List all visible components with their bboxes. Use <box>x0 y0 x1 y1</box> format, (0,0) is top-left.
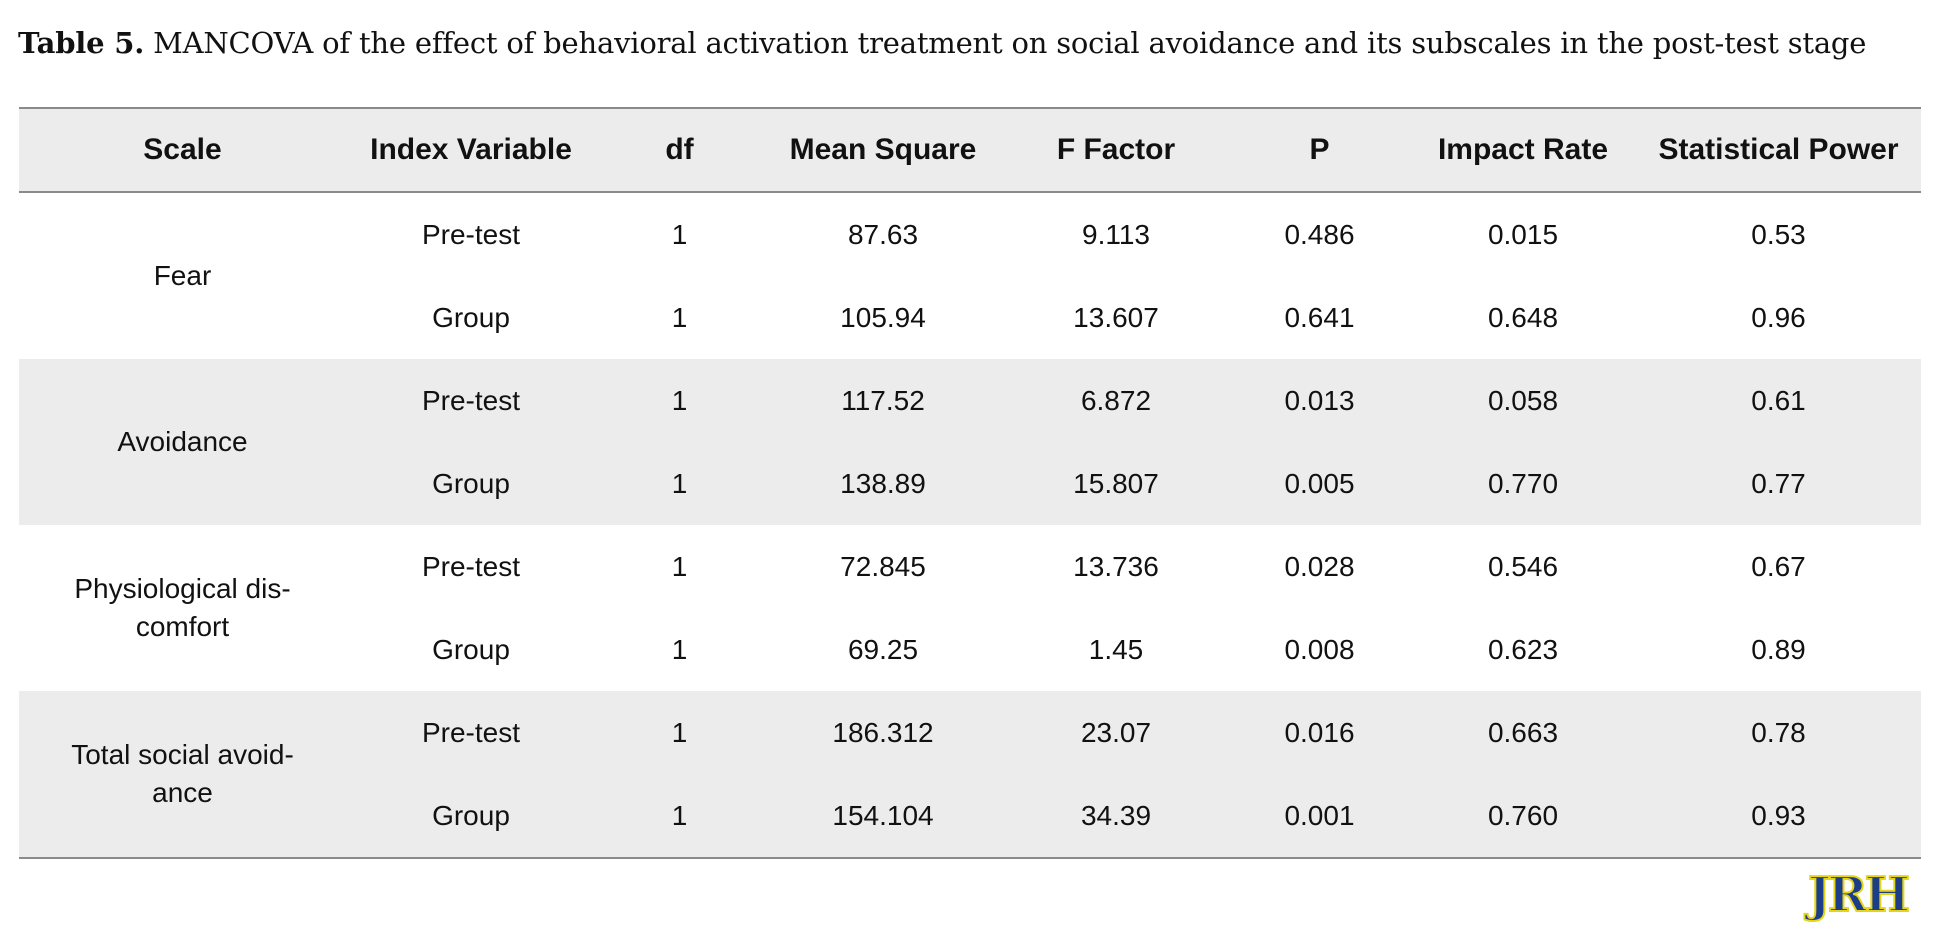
impact-rate-cell: 0.760 <box>1410 774 1636 859</box>
statistical-power-cell: 0.77 <box>1636 442 1921 525</box>
index-variable-cell: Group <box>346 442 596 525</box>
df-cell: 1 <box>671 218 688 250</box>
df-cell: 1 <box>671 633 688 665</box>
impact-rate-cell: 0.648 <box>1487 301 1559 333</box>
impact-rate-cell: 0.015 <box>1487 218 1559 250</box>
impact-rate-cell: 0.058 <box>1410 359 1636 442</box>
journal-logo: JRH <box>1807 867 1911 923</box>
index-variable-cell: Group <box>346 774 596 859</box>
index-variable-cell: Group <box>432 301 510 333</box>
scale-cell: Physiological dis-comfort <box>74 573 291 642</box>
index-variable-cell: Pre-test <box>421 218 521 250</box>
mean-square-cell: 72.845 <box>840 550 926 582</box>
mean-square-cell: 138.89 <box>763 442 1003 525</box>
statistical-power-cell: 0.53 <box>1751 218 1806 250</box>
header-row: Scale Index Variable df Mean Square F Fa… <box>19 107 1921 193</box>
statistical-power-cell: 0.78 <box>1636 691 1921 774</box>
p-cell: 0.486 <box>1284 218 1355 250</box>
mean-square-cell: 69.25 <box>847 633 919 665</box>
mean-square-cell: 117.52 <box>763 359 1003 442</box>
header-statistical-power: Statistical Power <box>1636 107 1921 193</box>
statistical-power-cell: 0.67 <box>1751 550 1806 582</box>
df-cell: 1 <box>596 691 763 774</box>
f-factor-cell: 9.113 <box>1082 218 1150 250</box>
p-cell: 0.013 <box>1229 359 1410 442</box>
f-factor-cell: 23.07 <box>1003 691 1229 774</box>
statistical-power-cell: 0.96 <box>1751 301 1806 333</box>
header-impact-rate: Impact Rate <box>1410 107 1636 193</box>
mean-square-cell: 186.312 <box>763 691 1003 774</box>
index-variable-cell: Pre-test <box>346 691 596 774</box>
impact-rate-cell: 0.770 <box>1410 442 1636 525</box>
table-row: Group 1 138.89 15.807 0.005 0.770 0.77 <box>19 442 1921 525</box>
impact-rate-cell: 0.623 <box>1487 633 1559 665</box>
p-cell: 0.001 <box>1229 774 1410 859</box>
table-row: Group 1 69.25 1.45 0.008 0.623 0.89 <box>19 608 1921 691</box>
results-table: Scale Index Variable df Mean Square F Fa… <box>19 107 1921 859</box>
p-cell: 0.008 <box>1284 633 1355 665</box>
caption-label: Table 5. <box>18 26 145 60</box>
header-df: df <box>596 107 763 193</box>
header-index-variable: Index Variable <box>346 107 596 193</box>
statistical-power-cell: 0.61 <box>1636 359 1921 442</box>
df-cell: 1 <box>596 359 763 442</box>
p-cell: 0.005 <box>1229 442 1410 525</box>
mean-square-cell: 105.94 <box>840 301 926 333</box>
caption-text: MANCOVA of the effect of behavioral acti… <box>144 26 1867 60</box>
table-row: Avoidance Pre-test 1 117.52 6.872 0.013 … <box>19 359 1921 525</box>
impact-rate-cell: 0.546 <box>1487 550 1559 582</box>
index-variable-cell: Pre-test <box>346 359 596 442</box>
table-row: Group 1 105.94 13.607 0.641 0.648 0.96 <box>19 276 1921 359</box>
mean-square-cell: 154.104 <box>763 774 1003 859</box>
f-factor-cell: 6.872 <box>1003 359 1229 442</box>
scale-cell: Fear <box>153 260 212 291</box>
index-variable-cell: Group <box>432 633 510 665</box>
p-cell: 0.028 <box>1284 550 1355 582</box>
df-cell: 1 <box>671 301 688 333</box>
f-factor-cell: 1.45 <box>1088 633 1144 665</box>
index-variable-cell: Pre-test <box>421 550 521 582</box>
f-factor-cell: 34.39 <box>1003 774 1229 859</box>
f-factor-cell: 13.736 <box>1073 550 1159 582</box>
table-row: Fear Pre-test 1 87.63 9.113 0.486 0.015 … <box>19 192 1921 292</box>
df-cell: 1 <box>596 774 763 859</box>
statistical-power-cell: 0.89 <box>1751 633 1806 665</box>
f-factor-cell: 13.607 <box>1073 301 1159 333</box>
df-cell: 1 <box>671 550 688 582</box>
f-factor-cell: 15.807 <box>1003 442 1229 525</box>
mean-square-cell: 87.63 <box>847 218 919 250</box>
table-row: Group 1 154.104 34.39 0.001 0.760 0.93 <box>19 774 1921 859</box>
p-cell: 0.641 <box>1284 301 1355 333</box>
p-cell: 0.016 <box>1229 691 1410 774</box>
table-row: Total social avoid-ance Pre-test 1 186.3… <box>19 691 1921 859</box>
header-mean-square: Mean Square <box>763 107 1003 193</box>
statistical-power-cell: 0.93 <box>1636 774 1921 859</box>
impact-rate-cell: 0.663 <box>1410 691 1636 774</box>
scale-cell: Total social avoid-ance <box>19 691 346 859</box>
scale-cell: Avoidance <box>19 359 346 525</box>
header-scale: Scale <box>19 107 346 193</box>
header-p: P <box>1229 107 1410 193</box>
header-f-factor: F Factor <box>1003 107 1229 193</box>
df-cell: 1 <box>596 442 763 525</box>
table-caption: Table 5. MANCOVA of the effect of behavi… <box>18 26 1866 60</box>
table-row: Physiological dis-comfort Pre-test 1 72.… <box>19 525 1921 643</box>
